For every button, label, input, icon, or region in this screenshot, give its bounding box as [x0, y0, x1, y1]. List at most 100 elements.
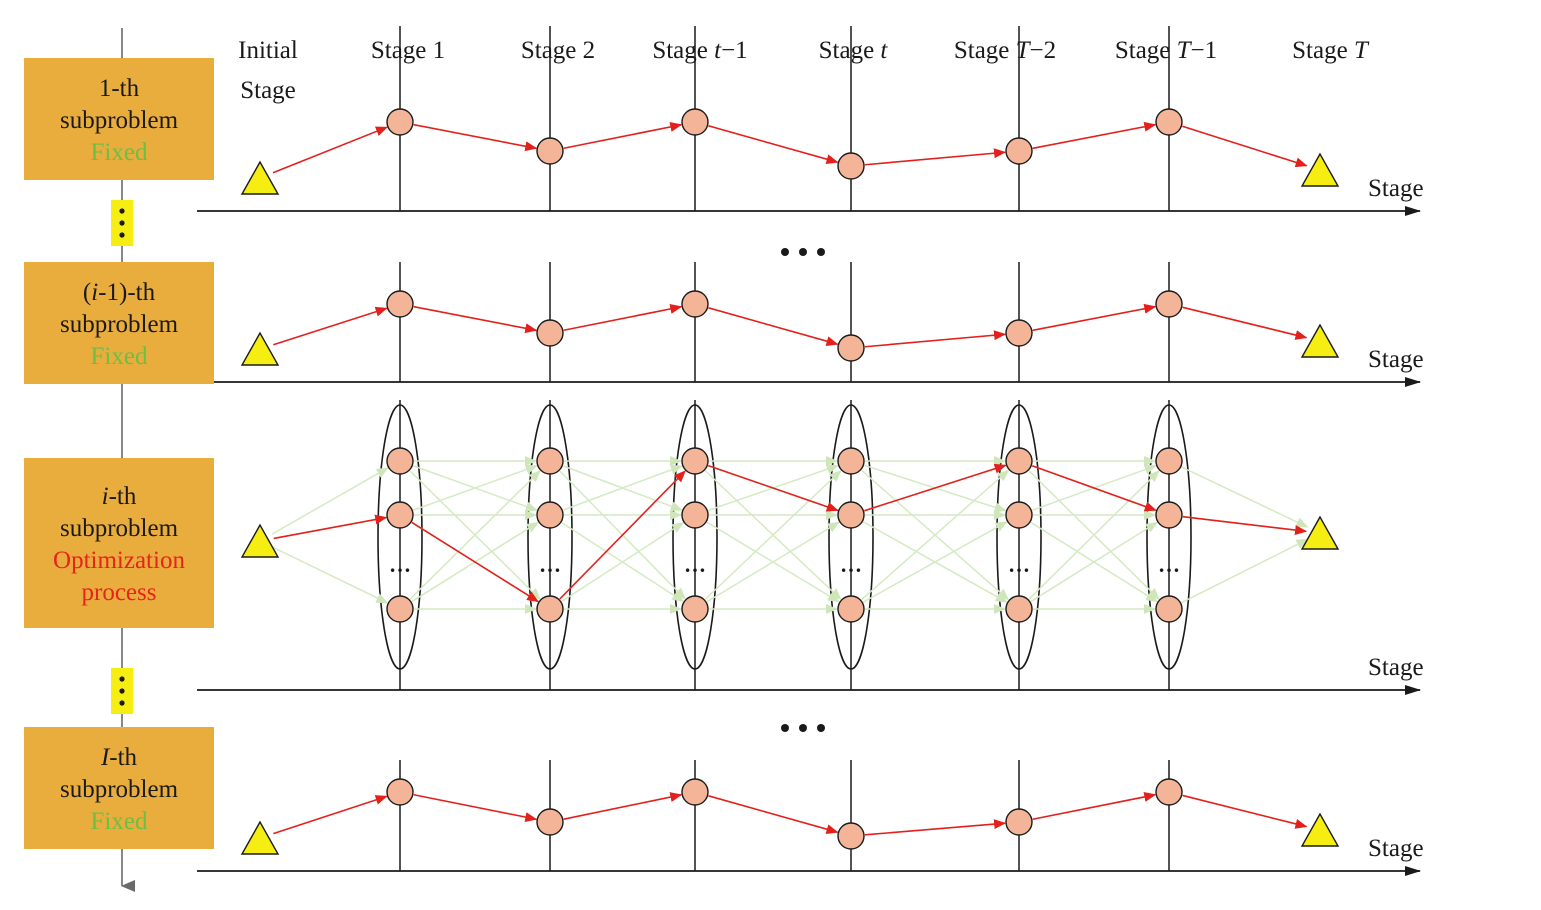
ellipsis-dot [119, 208, 125, 214]
subproblem-status-line2: process [82, 579, 157, 606]
candidate-node [1155, 447, 1183, 475]
path-arrow [708, 307, 839, 347]
candidate-node [1005, 447, 1033, 475]
subproblem-box-bg [24, 58, 214, 180]
path-arrow [563, 122, 683, 150]
path-arrow [272, 126, 388, 174]
ellipsis-dot [119, 700, 125, 706]
subproblem-status: Optimization [53, 547, 185, 574]
candidate-arrow [409, 470, 541, 600]
path-arrow [708, 795, 839, 835]
candidate-node [1005, 595, 1033, 623]
subproblem-boxes: 1-th subproblem Fixed (i-1)-th subproblem Fix… [24, 58, 214, 849]
candidate-dots: … [389, 552, 411, 577]
subproblem-box-first: 1-th subproblem Fixed [24, 58, 214, 180]
path-arrow [1032, 121, 1157, 150]
candidate-dots: … [1008, 552, 1030, 577]
end-triangle [1300, 323, 1340, 358]
ellipsis-dot [119, 676, 125, 682]
candidate-arrow [272, 546, 389, 604]
candidate-node [837, 447, 865, 475]
stage-axis-label: Stage [1368, 835, 1424, 862]
row-ellipses [781, 248, 825, 732]
candidate-set-ellipse [527, 404, 573, 670]
stage-node [681, 290, 709, 318]
stage-label-s1: Stage 1 [371, 37, 445, 64]
subproblem-rows: Stage Stage Stage … … … … … … Stage [197, 26, 1424, 876]
path-arrow [1182, 306, 1308, 340]
subproblem-name: (i-1)-th [83, 279, 156, 306]
candidate-set-ellipse [377, 404, 423, 670]
ellipsis-dot [799, 248, 807, 256]
stage-label-s2: Stage 2 [521, 37, 595, 64]
candidate-arrow [562, 465, 683, 511]
optimal-path-arrow [273, 514, 388, 540]
ellipsis-dot [799, 724, 807, 732]
stage-label-s7: Stage T [1292, 37, 1370, 64]
stage-node [681, 778, 709, 806]
stage-label-s0-line2: Stage [240, 77, 296, 104]
ellipsis-dot [781, 724, 789, 732]
candidate-node [536, 595, 564, 623]
candidate-arrow [1181, 466, 1309, 528]
candidate-dots: … [840, 552, 862, 577]
start-triangle [240, 331, 280, 366]
path-arrow [864, 330, 1007, 348]
subproblem-word: subproblem [60, 776, 179, 803]
subproblem-word: subproblem [60, 107, 179, 134]
start-triangle [240, 160, 280, 195]
row-last: Stage [197, 760, 1424, 876]
subproblem-box-prev: (i-1)-th subproblem Fixed [24, 262, 214, 384]
candidate-arrow [412, 464, 538, 511]
candidate-node [681, 501, 709, 529]
stage-node [386, 108, 414, 136]
candidate-dots: … [1158, 552, 1180, 577]
stage-node [837, 152, 865, 180]
candidate-set-ellipse [672, 404, 718, 670]
start-triangle [240, 523, 280, 558]
subproblem-name: I-th [100, 744, 138, 771]
candidate-arrow [862, 521, 1008, 603]
end-triangle [1300, 515, 1340, 550]
stage-headers: Initial Stage Stage 1 Stage 2 Stage t−1 Stage… [238, 37, 1370, 104]
path-arrow [1032, 303, 1157, 332]
ellipsis-dot [119, 688, 125, 694]
stage-axis-label: Stage [1368, 175, 1424, 202]
optimal-path-arrow [411, 521, 539, 603]
path-arrow [273, 795, 388, 835]
candidate-node [837, 595, 865, 623]
candidate-node [386, 501, 414, 529]
ellipsis-dot [119, 220, 125, 226]
path-arrow [1182, 794, 1308, 829]
candidate-node [1155, 595, 1183, 623]
subproblem-box-current: i-th subproblem Optimization process [24, 458, 214, 628]
candidate-set-ellipse [996, 404, 1042, 670]
candidate-arrow [1030, 521, 1158, 603]
subproblem-word: subproblem [60, 515, 179, 542]
candidate-arrow [704, 469, 842, 600]
subproblem-word: subproblem [60, 311, 179, 338]
row-prev: Stage [197, 262, 1424, 387]
row-first: Stage [197, 26, 1424, 216]
stage-node [1005, 808, 1033, 836]
timeline-ellipsis-upper [111, 200, 133, 246]
path-arrow [708, 125, 839, 165]
stage-label-s4: Stage t [819, 37, 889, 64]
path-arrow [864, 148, 1007, 166]
subproblem-box-bg [24, 458, 214, 628]
stage-node [681, 108, 709, 136]
stage-label-s6: Stage T−1 [1115, 37, 1217, 64]
candidate-transitions [271, 456, 1309, 614]
candidate-arrow [1181, 538, 1309, 604]
stage-node [837, 334, 865, 362]
stage-node [386, 778, 414, 806]
stage-node [1155, 290, 1183, 318]
candidate-node [536, 447, 564, 475]
candidate-node [837, 501, 865, 529]
stage-node [1005, 319, 1033, 347]
subproblem-box-bg [24, 727, 214, 849]
ellipsis-dot [781, 248, 789, 256]
optimal-path-arrow [1182, 515, 1308, 536]
candidate-node [536, 501, 564, 529]
